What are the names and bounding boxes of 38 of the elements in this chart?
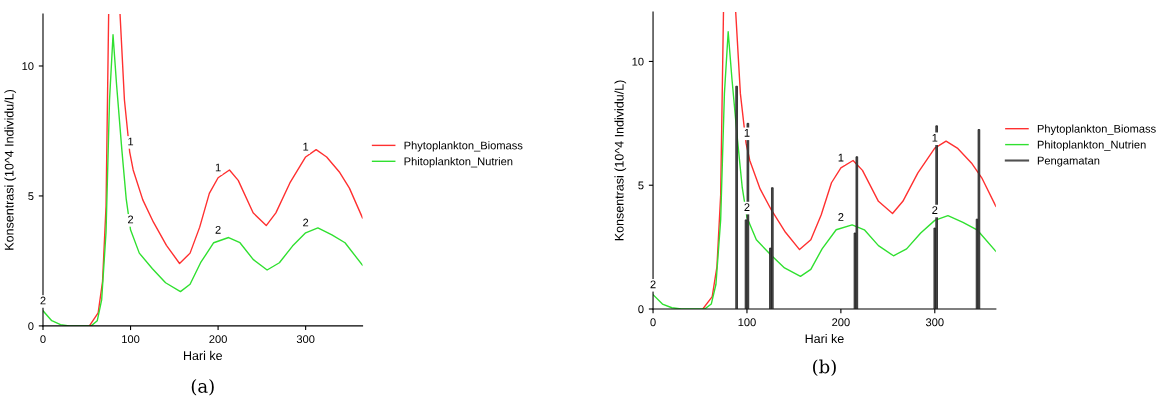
x-axis-title: Hari ke bbox=[184, 350, 223, 361]
annotation: 2 bbox=[932, 206, 938, 214]
legend-label: Phytoplankton_Biomass bbox=[1037, 124, 1156, 135]
x-tick-label: 300 bbox=[296, 335, 315, 344]
annotation: 2 bbox=[744, 203, 750, 211]
legend-label: Phitoplankton_Nutrien bbox=[404, 157, 513, 168]
annotation: 1 bbox=[303, 142, 309, 151]
annotation: 2 bbox=[215, 225, 221, 234]
x-tick-label: 100 bbox=[122, 335, 140, 344]
annotation: 1 bbox=[215, 163, 221, 172]
annotation: 1 bbox=[838, 153, 844, 162]
x-tick-label: 300 bbox=[925, 318, 944, 327]
x-tick-label: 0 bbox=[650, 318, 656, 327]
y-axis-title: Konsentrasi (10^4 Individu/L) bbox=[614, 80, 627, 241]
legend-label: Phytoplankton_Biomass bbox=[404, 141, 523, 152]
y-tick-label: 10 bbox=[632, 57, 644, 66]
annotation: 2 bbox=[650, 280, 656, 289]
legend-label: Pengamatan bbox=[1037, 156, 1100, 167]
annotation: 2 bbox=[128, 215, 134, 224]
x-axis-title: Hari ke bbox=[805, 333, 844, 344]
y-tick-label: 5 bbox=[28, 192, 34, 201]
legend-label: Phitoplankton_Nutrien bbox=[1037, 140, 1146, 151]
y-tick-label: 0 bbox=[638, 305, 644, 314]
x-tick-label: 200 bbox=[832, 318, 850, 327]
annotation: 2 bbox=[40, 296, 46, 305]
y-tick-label: 10 bbox=[22, 62, 34, 71]
text: (b) bbox=[813, 359, 836, 377]
y-tick-label: 5 bbox=[638, 181, 644, 190]
annotation: 1 bbox=[128, 137, 134, 146]
x-tick-label: 100 bbox=[738, 318, 756, 327]
annotation: 1 bbox=[932, 133, 938, 142]
annotation: 2 bbox=[303, 218, 309, 227]
text: (a) bbox=[191, 378, 214, 396]
y-axis-title: Konsentrasi (10^4 Individu/L) bbox=[4, 89, 17, 250]
annotation: 2 bbox=[838, 213, 844, 221]
x-tick-label: 200 bbox=[209, 335, 227, 344]
x-tick-label: 0 bbox=[40, 335, 46, 344]
annotation: 1 bbox=[744, 129, 750, 137]
